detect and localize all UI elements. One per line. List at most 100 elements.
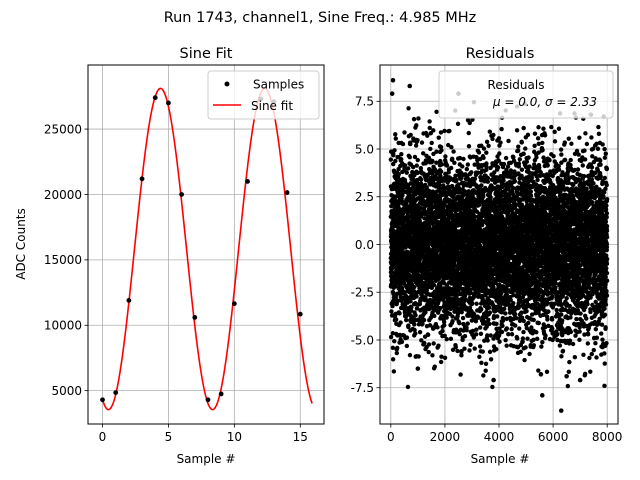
- sine-fit-ytick-label: 25000: [44, 122, 82, 136]
- residual-point: [407, 273, 413, 278]
- residual-point: [443, 154, 448, 159]
- residual-point: [399, 298, 404, 304]
- residual-point: [413, 331, 418, 336]
- sine-fit-grid: [88, 65, 324, 424]
- residual-point: [439, 231, 444, 237]
- residual-point: [438, 174, 443, 179]
- sample-point: [100, 397, 105, 403]
- residual-point: [448, 336, 454, 342]
- residual-point: [389, 309, 394, 314]
- residual-point: [418, 177, 424, 182]
- residual-point: [516, 161, 522, 166]
- residual-point: [486, 317, 491, 323]
- residual-point: [506, 331, 511, 337]
- residual-point: [479, 360, 484, 366]
- residual-point: [392, 148, 397, 153]
- residual-point: [517, 326, 522, 331]
- residual-point: [497, 339, 502, 344]
- residual-point: [484, 161, 489, 166]
- residual-point: [411, 116, 417, 122]
- residual-point: [419, 140, 425, 145]
- residual-point: [442, 333, 447, 338]
- residual-point: [439, 162, 444, 167]
- residual-point: [514, 315, 519, 321]
- residuals-axes: Residuals Sample # 0 2000 4000 6000 8000-7.5…: [351, 46, 623, 466]
- residual-point: [431, 128, 436, 133]
- residual-point: [488, 195, 493, 200]
- residual-point: [442, 355, 448, 361]
- residual-point: [410, 240, 415, 246]
- residual-point: [496, 136, 502, 141]
- residual-point: [477, 354, 482, 360]
- residual-point: [430, 353, 435, 358]
- residual-point: [413, 313, 418, 318]
- residual-point: [474, 332, 479, 337]
- residual-point: [425, 133, 430, 138]
- residual-point: [444, 163, 450, 168]
- residual-point: [519, 140, 524, 145]
- residual-point: [410, 164, 416, 170]
- residual-point: [414, 306, 420, 311]
- residual-point: [391, 161, 396, 167]
- residual-point: [462, 346, 467, 351]
- residual-point: [415, 157, 420, 163]
- residual-point: [487, 321, 492, 327]
- residual-point: [504, 343, 509, 348]
- residual-point: [415, 137, 420, 143]
- residual-point: [454, 177, 459, 183]
- sine-fit-legend: Samples Sine fit: [207, 70, 320, 120]
- residuals-xlabel: Sample #: [471, 452, 530, 466]
- residual-point: [504, 326, 510, 331]
- residual-point: [414, 123, 419, 128]
- residual-point: [481, 155, 486, 161]
- residual-point: [427, 119, 432, 124]
- residual-point: [460, 315, 466, 321]
- residual-point: [388, 334, 394, 340]
- residual-point: [438, 284, 443, 289]
- residual-point: [511, 300, 516, 306]
- residual-point: [416, 116, 421, 121]
- residual-point: [397, 311, 402, 316]
- residual-point: [485, 338, 490, 343]
- sine-fit-xtick-label: 5: [165, 430, 173, 444]
- residual-point: [408, 308, 414, 313]
- residual-point: [390, 331, 396, 336]
- residual-point: [477, 344, 483, 349]
- residual-point: [483, 361, 489, 366]
- residual-point: [488, 357, 494, 362]
- residual-point: [521, 329, 526, 335]
- residual-point: [419, 338, 424, 343]
- residual-point: [438, 130, 444, 135]
- residual-point: [405, 249, 410, 255]
- residual-point: [512, 323, 518, 328]
- residual-point: [432, 364, 437, 369]
- residual-point: [499, 329, 505, 335]
- residual-point: [520, 336, 526, 341]
- residual-point: [394, 291, 400, 297]
- residual-point: [465, 321, 470, 326]
- residual-point: [444, 315, 449, 320]
- residual-point: [517, 157, 522, 162]
- sine-fit-ytick-label: 15000: [44, 253, 82, 267]
- residual-point: [491, 132, 496, 138]
- residual-point: [521, 318, 526, 324]
- residual-point: [391, 369, 397, 374]
- residual-point: [500, 323, 505, 329]
- residual-point: [412, 172, 417, 178]
- residual-point: [415, 170, 420, 176]
- residual-point: [455, 121, 461, 127]
- residual-point: [466, 130, 471, 136]
- sine-fit-xtick-label: 15: [293, 430, 308, 444]
- residual-point: [466, 143, 472, 149]
- residual-point: [458, 372, 463, 377]
- residual-point: [476, 150, 482, 155]
- residual-point: [406, 323, 411, 328]
- residual-point: [399, 152, 404, 157]
- residual-point: [430, 158, 435, 164]
- residual-point: [494, 321, 499, 326]
- residual-point: [434, 109, 439, 115]
- residuals-points: [388, 77, 610, 413]
- residual-point: [519, 167, 525, 172]
- residual-point: [486, 305, 492, 310]
- residual-point: [439, 354, 444, 359]
